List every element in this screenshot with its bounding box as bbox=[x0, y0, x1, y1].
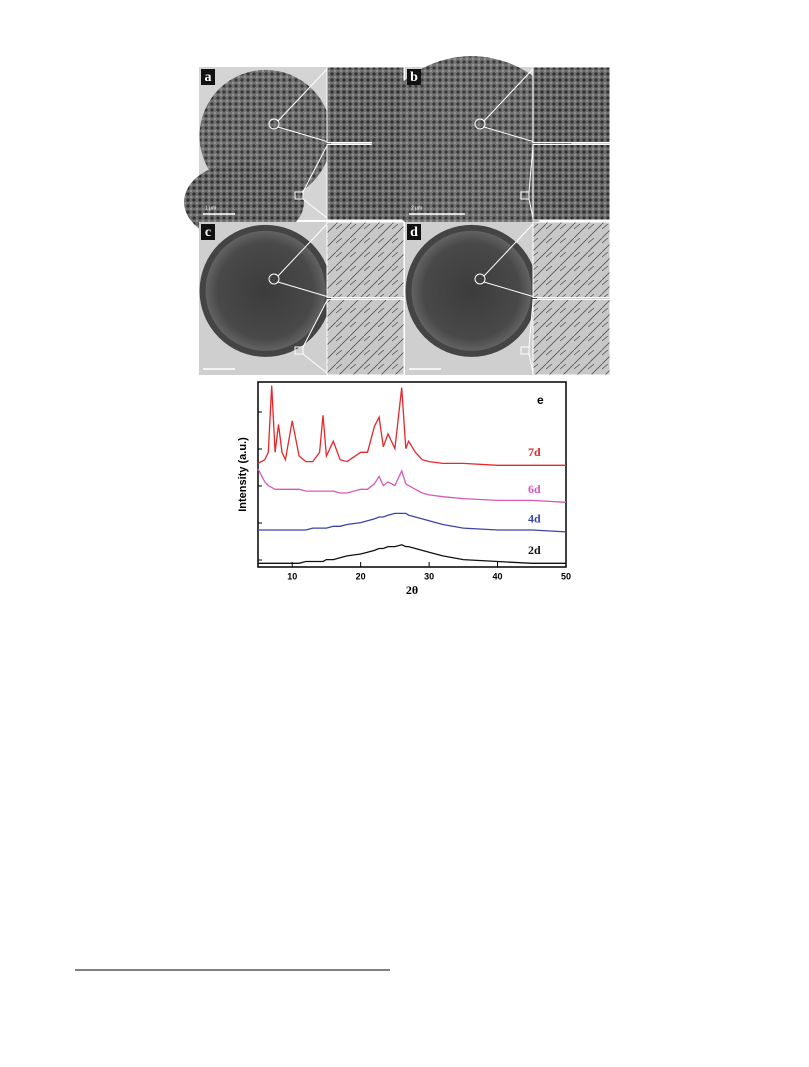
zoom-circle bbox=[268, 118, 280, 130]
panel-label: c bbox=[205, 225, 211, 240]
particle bbox=[411, 230, 532, 351]
series-label: 7d bbox=[528, 445, 541, 459]
panel-label: a bbox=[205, 70, 212, 85]
tem-panel: b 2 μm bbox=[371, 56, 611, 247]
tem-panel: d bbox=[405, 221, 611, 376]
series-label: 6d bbox=[528, 482, 541, 496]
x-tick-label: 10 bbox=[287, 571, 297, 581]
x-tick-label: 40 bbox=[493, 571, 503, 581]
xrd-curve bbox=[257, 385, 566, 466]
scale-label: 1 μm bbox=[205, 205, 216, 211]
zoom-lines bbox=[483, 223, 534, 297]
zoom-circle bbox=[474, 273, 486, 285]
figure: a 1 μm b 2 μm c d bbox=[184, 56, 611, 376]
zoom-lines bbox=[528, 300, 534, 374]
tem-panel: c bbox=[199, 221, 405, 376]
x-tick-label: 20 bbox=[356, 571, 366, 581]
zoom-square bbox=[294, 346, 304, 355]
inset-top bbox=[532, 66, 611, 143]
inset-top bbox=[326, 221, 405, 298]
zoom-square bbox=[520, 191, 530, 200]
zoom-lines bbox=[277, 223, 328, 297]
xrd-curve bbox=[258, 544, 566, 564]
label-box bbox=[201, 224, 215, 240]
zoom-lines bbox=[277, 68, 328, 142]
zoom-lines bbox=[302, 300, 328, 374]
zoom-lines bbox=[483, 68, 534, 142]
label-box bbox=[201, 69, 215, 85]
zoom-lines bbox=[528, 145, 534, 219]
particle bbox=[205, 230, 326, 351]
zoom-circle bbox=[474, 118, 486, 130]
inset-bottom bbox=[326, 299, 405, 376]
zoom-circle bbox=[268, 273, 280, 285]
zoom-square bbox=[520, 346, 530, 355]
series-label: 2d bbox=[528, 543, 541, 557]
panel-label: b bbox=[410, 70, 418, 85]
label-box bbox=[407, 224, 421, 240]
inset-top bbox=[532, 221, 611, 298]
x-tick-label: 30 bbox=[424, 571, 434, 581]
series-label: 4d bbox=[528, 512, 541, 526]
zoom-square bbox=[294, 191, 304, 200]
panel-label: e bbox=[537, 393, 544, 407]
inset-bottom bbox=[532, 144, 611, 221]
zoom-lines bbox=[302, 145, 328, 219]
panel-label: d bbox=[410, 225, 418, 240]
label-box bbox=[407, 69, 421, 85]
xrd-curve bbox=[257, 468, 567, 503]
plot-frame bbox=[257, 381, 567, 568]
inset-bottom bbox=[532, 299, 611, 376]
x-tick-label: 50 bbox=[561, 571, 571, 581]
scale-label: 2 μm bbox=[411, 205, 422, 211]
chart: 10 20 30 40 50 2θ Intensity (a.u.) e 7d 6d 4d 2d bbox=[237, 381, 571, 597]
x-axis-label: 2θ bbox=[406, 583, 418, 597]
y-axis-label: Intensity (a.u.) bbox=[237, 437, 249, 512]
xrd-curve bbox=[258, 512, 567, 533]
tem-panel: a 1 μm bbox=[184, 66, 405, 242]
